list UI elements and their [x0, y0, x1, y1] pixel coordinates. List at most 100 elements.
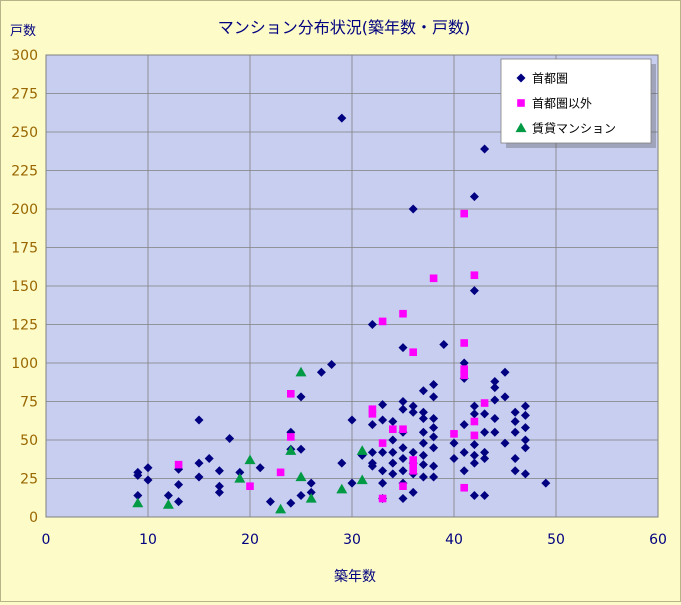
x-tick-label: 20 — [241, 532, 259, 548]
x-tick-label: 60 — [649, 532, 667, 548]
data-point — [327, 360, 337, 370]
x-tick-labels: 0 10 20 30 40 50 60 — [42, 532, 667, 548]
data-point — [418, 438, 428, 448]
y-tick-label: 25 — [20, 472, 38, 488]
data-point — [450, 430, 458, 438]
data-point — [214, 481, 224, 491]
grid-lines — [46, 55, 658, 517]
data-point — [429, 472, 439, 482]
data-point — [409, 467, 417, 475]
data-point — [418, 460, 428, 470]
data-point — [378, 447, 388, 457]
data-points — [132, 113, 551, 514]
data-point — [460, 209, 468, 218]
data-point — [255, 463, 265, 473]
data-point — [500, 367, 510, 377]
data-point — [469, 192, 479, 202]
data-point — [265, 497, 275, 507]
data-point — [276, 468, 285, 477]
data-point — [368, 410, 377, 418]
data-point — [480, 144, 490, 154]
data-point — [460, 483, 468, 492]
data-point — [500, 392, 510, 402]
data-point — [429, 380, 439, 390]
data-point — [296, 392, 306, 402]
data-point — [398, 443, 408, 453]
data-point — [378, 478, 388, 488]
data-point — [429, 432, 439, 442]
y-tick-label: 100 — [11, 356, 38, 372]
data-point — [378, 466, 388, 476]
data-point — [480, 447, 490, 457]
data-point — [388, 435, 398, 445]
data-point — [388, 447, 398, 457]
data-point — [469, 401, 479, 411]
data-point — [469, 450, 479, 460]
y-tick-label: 150 — [11, 279, 38, 295]
data-point — [470, 271, 479, 280]
data-point — [399, 309, 407, 318]
data-point — [490, 427, 500, 437]
data-point — [246, 482, 254, 490]
data-point — [439, 340, 449, 350]
data-point — [378, 415, 388, 425]
data-point — [389, 425, 397, 434]
data-point — [235, 467, 245, 477]
x-tick-label: 50 — [547, 532, 565, 548]
data-point — [296, 490, 306, 500]
data-point — [214, 487, 224, 497]
legend-label: 首都圏 — [532, 72, 568, 86]
data-point — [429, 443, 439, 453]
data-point — [408, 447, 418, 457]
data-point — [520, 410, 530, 420]
data-point — [234, 473, 246, 483]
data-point — [388, 417, 398, 427]
data-point — [388, 469, 398, 479]
data-point — [469, 440, 479, 450]
legend-label: 首都圏以外 — [532, 97, 592, 111]
data-point — [429, 413, 439, 423]
data-point — [295, 366, 307, 377]
data-point — [356, 474, 368, 485]
data-point — [510, 417, 520, 427]
data-point — [378, 494, 387, 503]
data-point — [388, 458, 398, 468]
data-point — [367, 320, 377, 329]
data-point — [163, 490, 173, 500]
x-tick-label: 0 — [42, 532, 51, 548]
data-point — [275, 503, 287, 514]
data-point — [204, 453, 214, 463]
data-point — [305, 493, 317, 503]
x-tick-label: 10 — [139, 532, 157, 548]
data-point — [460, 339, 468, 347]
data-point — [174, 497, 184, 507]
data-point — [367, 461, 377, 471]
data-point — [469, 490, 479, 500]
data-point — [337, 113, 347, 123]
data-point — [510, 427, 520, 437]
data-point — [418, 413, 428, 423]
data-point — [409, 460, 417, 469]
data-point — [429, 423, 439, 433]
data-point — [286, 498, 296, 508]
data-point — [429, 392, 439, 402]
data-point — [459, 358, 469, 368]
x-tick-label: 30 — [343, 532, 361, 548]
data-point — [399, 482, 407, 490]
chart-title: マンション分布状況(築年数・戸数) — [218, 18, 471, 37]
data-point — [287, 433, 295, 441]
data-point — [398, 397, 408, 406]
data-point — [429, 274, 438, 283]
data-point — [398, 404, 408, 414]
y-tick-label: 125 — [11, 318, 38, 334]
legend-box — [500, 58, 652, 144]
data-point — [398, 343, 408, 353]
data-point — [408, 407, 418, 417]
data-point — [520, 443, 530, 453]
data-point — [449, 453, 459, 463]
data-point — [408, 204, 418, 214]
y-tick-label: 275 — [11, 87, 38, 103]
data-point — [194, 458, 204, 468]
